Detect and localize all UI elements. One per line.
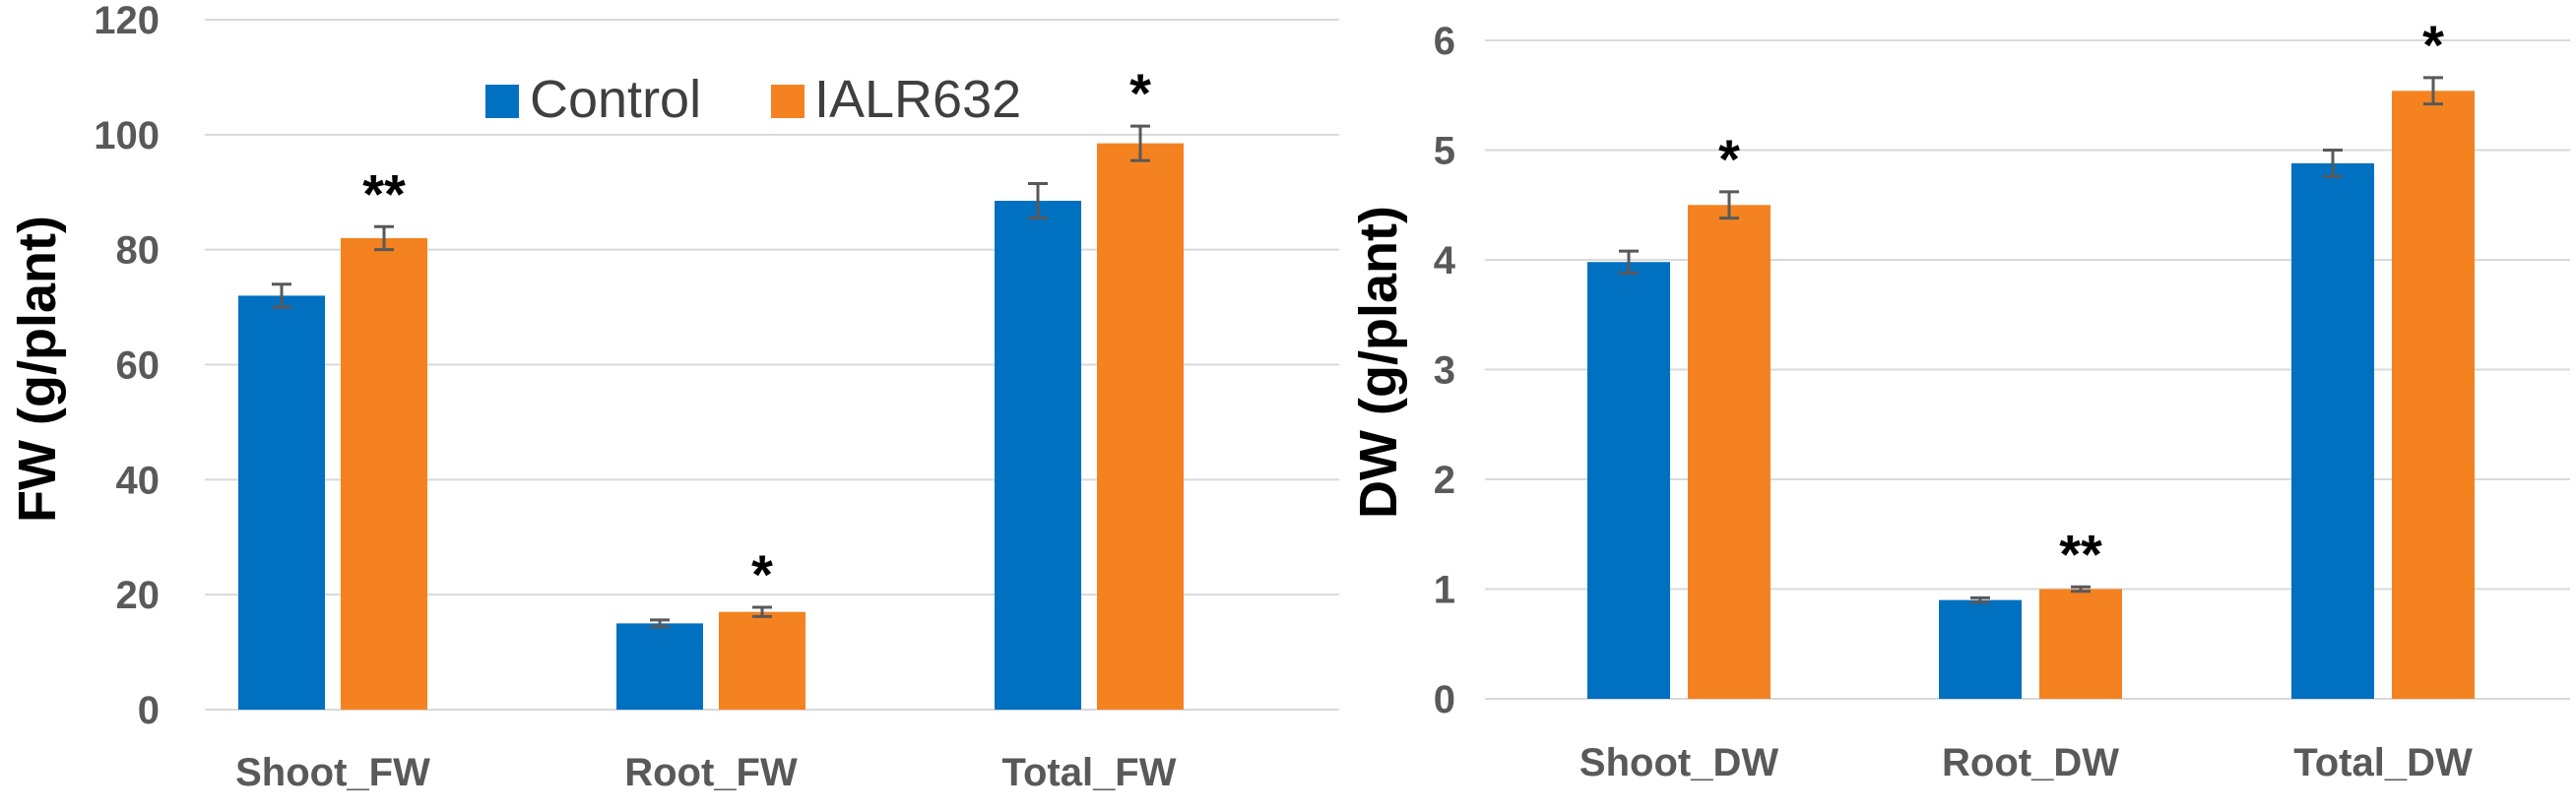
- dw-bar-ialr632-shoot_dw: [1688, 205, 1771, 699]
- dw-significance-labels: ****: [1718, 14, 2444, 585]
- dw-y-tick-label: 1: [1434, 569, 1455, 612]
- fw-bar-control-total_fw: [995, 201, 1081, 710]
- fw-y-tick-label: 120: [94, 0, 160, 42]
- fw-bars: [238, 143, 1184, 711]
- dw-y-tick-label: 2: [1434, 459, 1455, 502]
- dw-significance-shoot_dw: *: [1718, 128, 1740, 190]
- fw-significance-labels: ****: [362, 62, 1151, 605]
- fw-y-tick-label: 20: [116, 574, 161, 617]
- legend-label-control: Control: [530, 70, 701, 129]
- fw-error-bars: [272, 124, 1150, 629]
- fw-y-tick-label: 60: [116, 344, 161, 388]
- fw-significance-root_fw: *: [751, 543, 773, 605]
- fw-bar-ialr632-root_fw: [719, 611, 805, 710]
- fw-x-tick-label: Root_FW: [624, 751, 798, 794]
- dw-error-bars: [1619, 76, 2443, 604]
- fw-x-tick-label: Total_FW: [1001, 751, 1176, 794]
- dw-y-tick-label: 3: [1434, 349, 1455, 393]
- dw-y-tick-label: 5: [1434, 130, 1455, 173]
- fw-y-tick-labels: 0 20 40 60 80 100 120: [94, 0, 160, 732]
- dw-bar-ialr632-total_dw: [2392, 91, 2475, 700]
- fw-y-tick-label: 100: [94, 114, 160, 157]
- dw-bar-control-root_dw: [1939, 599, 2022, 699]
- dw-y-tick-label: 6: [1434, 20, 1455, 63]
- dw-bar-ialr632-root_dw: [2039, 589, 2122, 699]
- fw-y-axis-label: FW (g/plant): [8, 216, 67, 523]
- fw-y-tick-label: 80: [116, 229, 161, 273]
- dw-y-tick-labels: 0 1 2 3 4 5 6: [1434, 20, 1456, 721]
- fw-significance-total_fw: *: [1129, 62, 1151, 124]
- fw-x-tick-label: Shoot_FW: [235, 751, 430, 794]
- dw-x-tick-label: Shoot_DW: [1579, 741, 1778, 784]
- dw-significance-total_dw: *: [2422, 14, 2444, 76]
- dw-y-axis-label: DW (g/plant): [1349, 206, 1408, 519]
- dw-bars: [1587, 91, 2475, 700]
- fw-bar-control-shoot_fw: [238, 295, 325, 710]
- fw-bar-ialr632-shoot_fw: [341, 237, 427, 710]
- legend-swatch-control: [485, 85, 519, 118]
- legend: Control IALR632: [485, 70, 1021, 129]
- dw-y-tick-label: 0: [1434, 678, 1455, 721]
- legend-label-ialr632: IALR632: [814, 70, 1021, 129]
- dw-significance-root_dw: **: [2059, 523, 2102, 585]
- fw-significance-shoot_fw: **: [362, 162, 406, 224]
- dw-x-tick-label: Root_DW: [1942, 741, 2119, 784]
- fw-y-tick-label: 0: [138, 689, 160, 732]
- fw-bar-control-root_fw: [616, 623, 703, 710]
- dw-x-tick-labels: Shoot_DW Root_DW Total_DW: [1579, 741, 2473, 784]
- fw-bar-ialr632-total_fw: [1097, 143, 1184, 711]
- dw-x-tick-label: Total_DW: [2293, 741, 2473, 784]
- fw-y-tick-label: 40: [116, 459, 161, 502]
- dw-y-tick-label: 4: [1434, 239, 1456, 282]
- dw-bar-control-total_dw: [2291, 162, 2374, 699]
- legend-swatch-ialr632: [771, 85, 805, 118]
- fw-x-tick-labels: Shoot_FW Root_FW Total_FW: [235, 751, 1177, 794]
- dw-bar-control-shoot_dw: [1587, 262, 1670, 699]
